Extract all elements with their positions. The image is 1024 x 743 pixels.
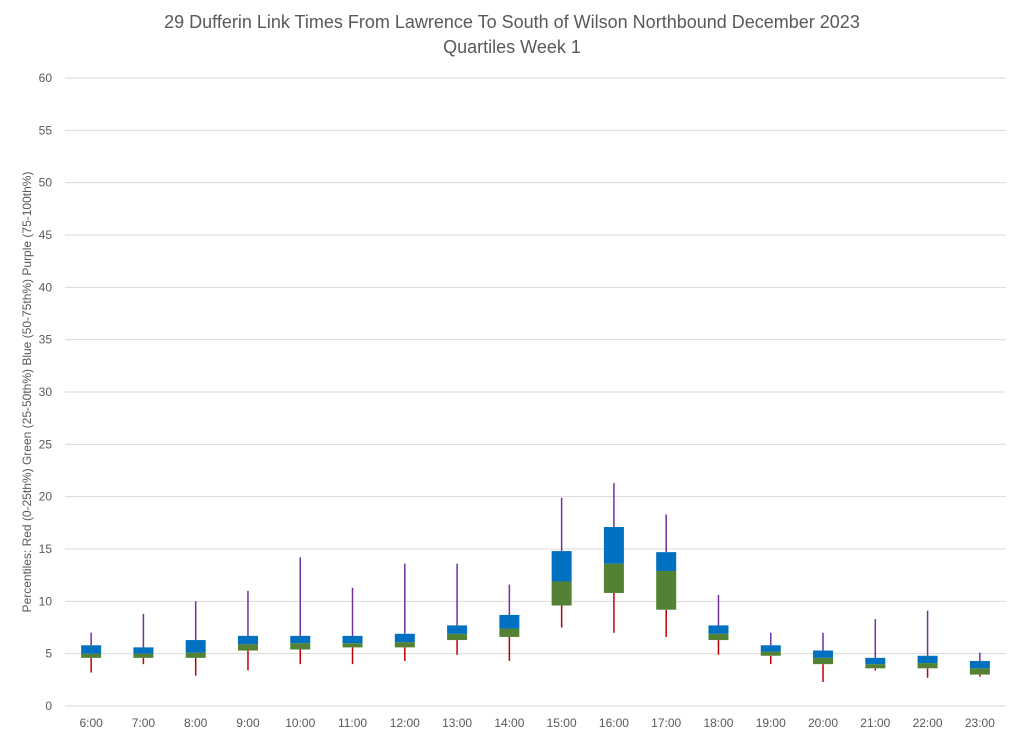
y-tick-label-15: 15 bbox=[39, 542, 53, 556]
box-lower-quartile bbox=[185, 652, 206, 658]
x-tick-label: 18:00 bbox=[703, 716, 733, 730]
box-upper-quartile bbox=[290, 635, 311, 644]
chart-subtitle: Quartiles Week 1 bbox=[443, 37, 581, 57]
box-16:00 bbox=[603, 483, 624, 633]
box-lower-quartile bbox=[760, 651, 781, 656]
y-tick-label-55: 55 bbox=[39, 123, 53, 137]
box-22:00 bbox=[917, 610, 938, 678]
box-17:00 bbox=[656, 514, 677, 637]
box-upper-quartile bbox=[813, 650, 834, 658]
box-upper-quartile bbox=[865, 657, 886, 665]
y-tick-label-60: 60 bbox=[39, 71, 53, 85]
box-lower-quartile bbox=[342, 643, 363, 648]
box-lower-quartile bbox=[394, 642, 415, 648]
box-21:00 bbox=[865, 619, 886, 671]
x-tick-label: 19:00 bbox=[756, 716, 786, 730]
x-tick-label: 12:00 bbox=[390, 716, 420, 730]
box-upper-quartile bbox=[969, 660, 990, 669]
box-upper-quartile bbox=[656, 552, 677, 571]
box-10:00 bbox=[290, 557, 311, 665]
box-lower-quartile bbox=[603, 563, 624, 593]
box-lower-quartile bbox=[237, 644, 258, 651]
box-6:00 bbox=[81, 632, 102, 673]
box-11:00 bbox=[342, 587, 363, 665]
x-tick-label: 16:00 bbox=[599, 716, 629, 730]
box-9:00 bbox=[237, 590, 258, 671]
box-upper-quartile bbox=[237, 635, 258, 645]
y-tick-label-35: 35 bbox=[39, 333, 53, 347]
box-8:00 bbox=[185, 601, 206, 676]
box-lower-quartile bbox=[969, 668, 990, 675]
y-tick-label-45: 45 bbox=[39, 228, 53, 242]
x-tick-label: 11:00 bbox=[338, 716, 367, 730]
box-upper-quartile bbox=[185, 640, 206, 653]
box-marks bbox=[81, 483, 990, 682]
box-lower-quartile bbox=[133, 653, 154, 658]
box-18:00 bbox=[708, 595, 729, 655]
box-lower-quartile bbox=[290, 643, 311, 650]
box-13:00 bbox=[447, 563, 468, 655]
box-15:00 bbox=[551, 497, 572, 628]
y-tick-label-30: 30 bbox=[39, 385, 53, 399]
y-tick-label-5: 5 bbox=[45, 647, 52, 661]
gridlines bbox=[65, 77, 1006, 707]
box-upper-quartile bbox=[499, 614, 520, 629]
box-lower-quartile bbox=[865, 664, 886, 669]
x-tick-label: 14:00 bbox=[494, 716, 524, 730]
y-tick-label-40: 40 bbox=[39, 280, 53, 294]
x-tick-label: 15:00 bbox=[547, 716, 577, 730]
box-12:00 bbox=[394, 563, 415, 661]
x-tick-label: 10:00 bbox=[285, 716, 315, 730]
box-lower-quartile bbox=[917, 663, 938, 669]
box-upper-quartile bbox=[133, 647, 154, 654]
box-upper-quartile bbox=[603, 527, 624, 564]
x-tick-label: 6:00 bbox=[79, 716, 103, 730]
box-7:00 bbox=[133, 613, 154, 665]
box-19:00 bbox=[760, 632, 781, 665]
y-tick-label-10: 10 bbox=[39, 594, 53, 608]
y-axis-label: Percentiles: Red (0-25th%) Green (25-50t… bbox=[20, 172, 34, 613]
y-tick-label-20: 20 bbox=[39, 490, 53, 504]
box-14:00 bbox=[499, 584, 520, 661]
x-tick-label: 17:00 bbox=[651, 716, 681, 730]
box-20:00 bbox=[813, 632, 834, 682]
y-tick-label-0: 0 bbox=[45, 699, 52, 713]
y-axis-ticks: 0 5 10 15 20 25 30 35 40 45 50 55 60 bbox=[39, 71, 53, 713]
box-lower-quartile bbox=[708, 633, 729, 641]
box-upper-quartile bbox=[760, 645, 781, 652]
x-tick-label: 20:00 bbox=[808, 716, 838, 730]
box-upper-quartile bbox=[447, 625, 468, 634]
x-tick-label: 21:00 bbox=[860, 716, 890, 730]
x-tick-label: 9:00 bbox=[236, 716, 260, 730]
chart-title: 29 Dufferin Link Times From Lawrence To … bbox=[164, 12, 860, 32]
x-tick-label: 8:00 bbox=[184, 716, 208, 730]
x-tick-label: 22:00 bbox=[913, 716, 943, 730]
box-lower-quartile bbox=[447, 633, 468, 641]
x-tick-label: 23:00 bbox=[965, 716, 995, 730]
y-tick-label-25: 25 bbox=[39, 437, 53, 451]
box-23:00 bbox=[969, 652, 990, 677]
box-upper-quartile bbox=[394, 633, 415, 643]
x-tick-label: 7:00 bbox=[132, 716, 156, 730]
box-upper-quartile bbox=[342, 635, 363, 644]
box-lower-quartile bbox=[656, 570, 677, 610]
box-lower-quartile bbox=[813, 657, 834, 665]
box-lower-quartile bbox=[551, 581, 572, 606]
box-lower-quartile bbox=[81, 653, 102, 658]
x-tick-label: 13:00 bbox=[442, 716, 472, 730]
y-tick-label-50: 50 bbox=[39, 176, 53, 190]
box-upper-quartile bbox=[708, 625, 729, 634]
box-upper-quartile bbox=[81, 645, 102, 654]
box-lower-quartile bbox=[499, 628, 520, 637]
box-upper-quartile bbox=[551, 551, 572, 582]
x-axis-ticks: 6:00 7:00 8:00 9:00 10:00 11:00 12:00 13:00 14:0… bbox=[79, 716, 995, 730]
box-upper-quartile bbox=[917, 655, 938, 664]
